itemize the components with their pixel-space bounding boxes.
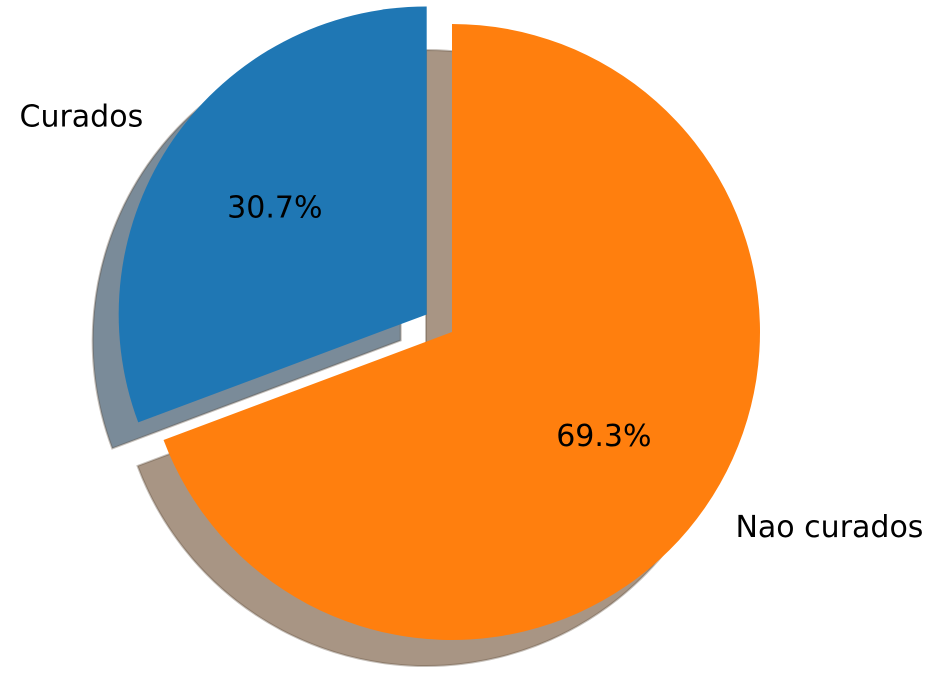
pie-slice-nao-curados (163, 24, 761, 640)
label-layer: Curados 30.7% Nao curados 69.3% (20, 99, 924, 545)
percent-label-curados: 30.7% (227, 191, 322, 226)
slice-label-curados: Curados (20, 99, 144, 134)
slice-layer (118, 6, 761, 640)
pie-slice-curados (118, 6, 427, 423)
slice-label-nao-curados: Nao curados (735, 510, 923, 545)
percent-label-nao-curados: 69.3% (556, 419, 651, 454)
